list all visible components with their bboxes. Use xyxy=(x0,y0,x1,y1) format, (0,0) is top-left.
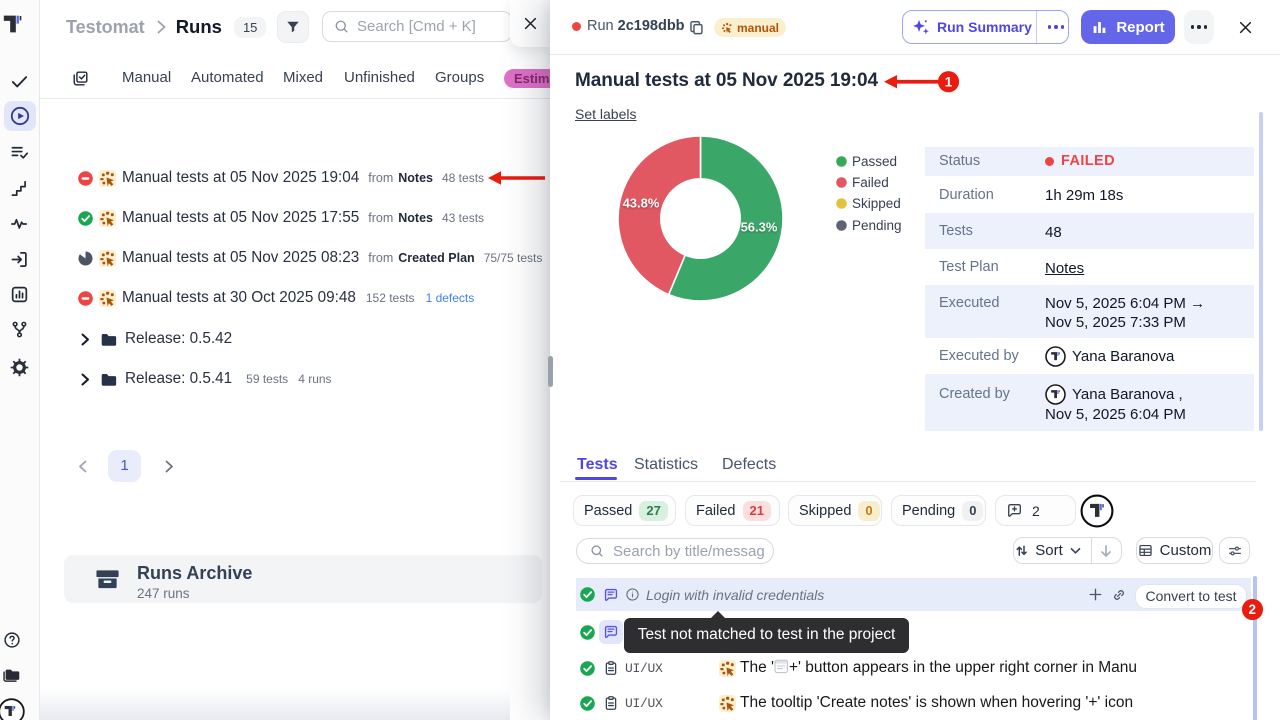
svg-text:1: 1 xyxy=(945,74,953,89)
